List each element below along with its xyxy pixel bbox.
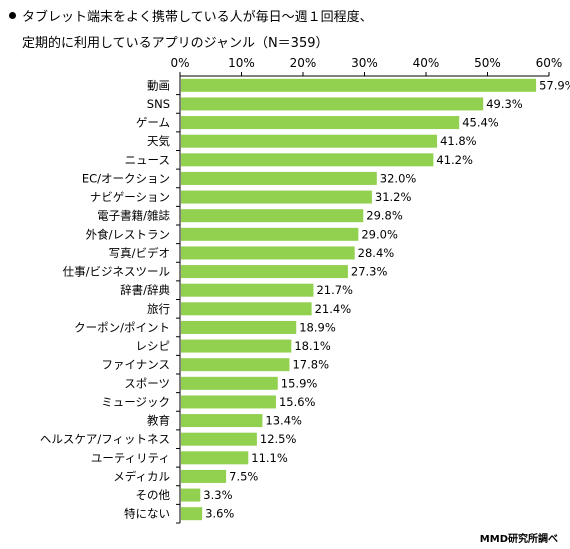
bar (181, 432, 257, 446)
bar (181, 134, 438, 148)
bar (181, 283, 314, 297)
bar (181, 190, 372, 204)
value-label: 41.8% (440, 134, 477, 148)
value-label: 57.9% (539, 78, 570, 92)
value-label: 15.6% (279, 395, 316, 409)
bar (181, 153, 434, 167)
value-label: 3.3% (203, 488, 232, 502)
value-label: 21.7% (316, 283, 353, 297)
bar (181, 469, 227, 483)
x-tick-label: 50% (474, 56, 501, 70)
bar (181, 78, 537, 92)
category-label: クーポン/ポイント (74, 320, 170, 334)
value-label: 49.3% (486, 97, 523, 111)
value-label: 15.9% (281, 376, 318, 390)
bar (181, 320, 297, 334)
bar (181, 265, 348, 279)
x-tick-label: 60% (536, 56, 563, 70)
category-label: メディカル (113, 469, 170, 483)
bar (181, 246, 355, 260)
value-label: 27.3% (351, 265, 388, 279)
category-label: スポーツ (124, 376, 170, 390)
bar (181, 507, 203, 521)
category-label: 特にない (124, 507, 170, 521)
category-label: 写真/ビデオ (109, 246, 170, 260)
value-label: 21.4% (315, 302, 352, 316)
category-label: 電子書籍/雑誌 (97, 209, 170, 223)
value-label: 28.4% (358, 246, 395, 260)
category-label: 仕事/ビジネスツール (63, 265, 170, 279)
category-label: ヘルスケア/フィットネス (40, 432, 170, 446)
value-label: 41.2% (436, 153, 473, 167)
title-bullet (9, 12, 16, 19)
value-label: 31.2% (375, 190, 412, 204)
x-tick-label: 30% (351, 56, 378, 70)
value-label: 13.4% (265, 414, 302, 428)
bar (181, 395, 276, 409)
category-label: EC/オークション (82, 171, 170, 185)
bar (181, 302, 312, 316)
bar (181, 97, 484, 111)
bar (181, 414, 263, 428)
category-label: 外食/レストラン (86, 227, 170, 241)
value-label: 18.1% (294, 339, 331, 353)
value-label: 3.6% (205, 507, 234, 521)
category-label: 旅行 (147, 302, 170, 316)
bar (181, 451, 249, 465)
value-label: 7.5% (229, 469, 258, 483)
category-label: 辞書/辞典 (120, 283, 170, 297)
bar (181, 358, 290, 372)
source-credit: MMD研究所調べ (479, 534, 558, 545)
category-label: ニュース (125, 153, 170, 167)
bar (181, 488, 201, 502)
value-label: 11.1% (251, 451, 288, 465)
bar (181, 227, 359, 241)
category-label: レシピ (136, 339, 171, 353)
category-label: ゲーム (136, 116, 170, 130)
chart-title-line-1: タブレット端末をよく携帯している人が毎日～週１回程度、 (22, 10, 373, 25)
chart-title-line-2: 定期的に利用しているアプリのジャンル（N＝359） (22, 36, 329, 51)
category-label: ナビゲーション (90, 190, 170, 204)
category-label: ミュージック (101, 395, 170, 409)
value-label: 18.9% (299, 320, 336, 334)
bar (181, 209, 364, 223)
value-label: 12.5% (260, 432, 297, 446)
value-label: 32.0% (380, 171, 417, 185)
category-label: SNS (147, 97, 170, 111)
value-label: 29.8% (366, 209, 403, 223)
category-label: ファイナンス (101, 358, 170, 372)
x-tick-label: 10% (228, 56, 255, 70)
category-label: その他 (136, 488, 171, 502)
bar (181, 339, 292, 353)
category-label: 天気 (147, 134, 170, 148)
bar (181, 116, 460, 130)
x-tick-label: 20% (290, 56, 317, 70)
x-tick-label: 40% (413, 56, 440, 70)
category-label: 動画 (147, 78, 170, 92)
category-label: 教育 (147, 414, 170, 428)
x-tick-label: 0% (170, 56, 189, 70)
value-label: 45.4% (462, 116, 499, 130)
value-label: 17.8% (292, 358, 329, 372)
value-label: 29.0% (361, 227, 398, 241)
bar (181, 376, 278, 390)
category-label: ユーティリティ (91, 451, 170, 465)
bar (181, 171, 377, 185)
